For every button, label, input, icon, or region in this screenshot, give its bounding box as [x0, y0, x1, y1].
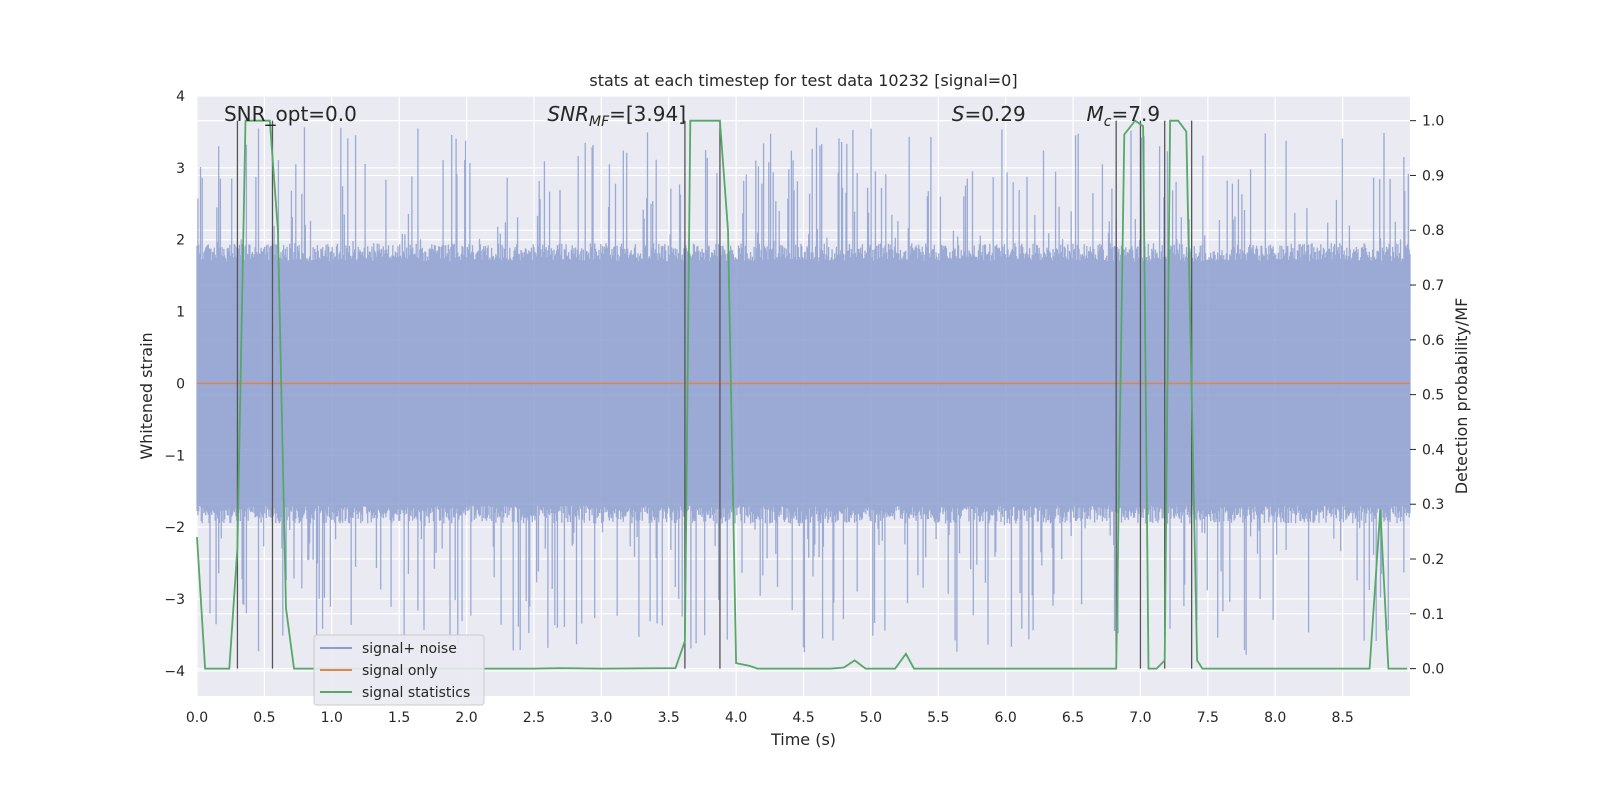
- y-tick-label: 3: [176, 161, 185, 177]
- x-tick-label: 4.5: [792, 710, 814, 726]
- x-tick-label: 2.5: [523, 710, 545, 726]
- x-tick-label: 1.5: [388, 710, 410, 726]
- y2-tick-label: 0.6: [1422, 333, 1444, 349]
- x-tick-label: 1.0: [321, 710, 343, 726]
- x-tick-label: 8.0: [1264, 710, 1286, 726]
- x-tick-label: 5.5: [927, 710, 949, 726]
- x-tick-label: 7.5: [1197, 710, 1219, 726]
- y-tick-label: −1: [164, 448, 185, 464]
- x-axis-label: Time (s): [770, 730, 836, 749]
- x-tick-label: 6.5: [1062, 710, 1084, 726]
- y2-tick-label: 0.8: [1422, 223, 1444, 239]
- x-tick-label: 3.5: [658, 710, 680, 726]
- legend-box: [313, 634, 485, 706]
- x-tick-label: 2.0: [455, 710, 477, 726]
- x-tick-label: 5.0: [860, 710, 882, 726]
- y-tick-label: −4: [164, 664, 185, 680]
- y2-tick-label: 0.7: [1422, 278, 1444, 294]
- x-tick-label: 3.0: [590, 710, 612, 726]
- signal-statistics-line: [196, 119, 1408, 670]
- legend-label: signal statistics: [362, 685, 470, 701]
- y2-tick-label: 0.9: [1422, 168, 1444, 184]
- annotation-text: S=0.29: [952, 102, 1026, 126]
- annotation-text: SNR_opt=0.0: [224, 102, 357, 126]
- y-tick-label: 4: [176, 89, 185, 105]
- annotation-text: Mc=7.9: [1087, 102, 1161, 130]
- legend-label: signal only: [362, 663, 437, 679]
- annotations: SNR_opt=0.0 SNRMF=[3.94] S=0.29 Mc=7.9: [224, 102, 1160, 130]
- y2-axis-label: Detection probability/MF: [1452, 298, 1471, 495]
- y-tick-label: −3: [164, 592, 185, 608]
- x-tick-label: 6.0: [995, 710, 1017, 726]
- annotation-text: SNRMF=[3.94]: [547, 102, 686, 130]
- y2-tick-label: 0.3: [1422, 497, 1444, 513]
- x-tick-label: 0.5: [253, 710, 275, 726]
- chart-title: stats at each timestep for test data 102…: [589, 71, 1017, 90]
- y2-tick-label: 0.1: [1422, 607, 1444, 623]
- y-tick-label: −2: [164, 520, 185, 536]
- y-tick-label: 0: [176, 376, 185, 392]
- y2-tick-label: 0.0: [1422, 662, 1444, 678]
- x-tick-label: 4.0: [725, 710, 747, 726]
- y2-tick-label: 0.2: [1422, 552, 1444, 568]
- x-tick-label: 0.0: [186, 710, 208, 726]
- y2-tick-label: 0.4: [1422, 442, 1444, 458]
- y2-tick-label: 1.0: [1422, 114, 1444, 130]
- y2-tick-label: 0.5: [1422, 388, 1444, 404]
- y-tick-label: 1: [176, 305, 185, 321]
- legend: signal+ noise signal only signal statistic…: [313, 634, 485, 706]
- legend-label: signal+ noise: [362, 641, 457, 657]
- x-tick-label: 7.0: [1129, 710, 1151, 726]
- x-tick-label: 8.5: [1331, 710, 1353, 726]
- y-tick-label: 2: [176, 233, 185, 249]
- y-axis-label: Whitened strain: [137, 332, 156, 459]
- series-signal-statistics: [196, 119, 1408, 670]
- tick-labels: 0.0 0.5 1.0 1.5 2.0 2.5 3.0 3.5 4.0 4.5 5.0 5.5 6.0 6…: [164, 89, 1444, 726]
